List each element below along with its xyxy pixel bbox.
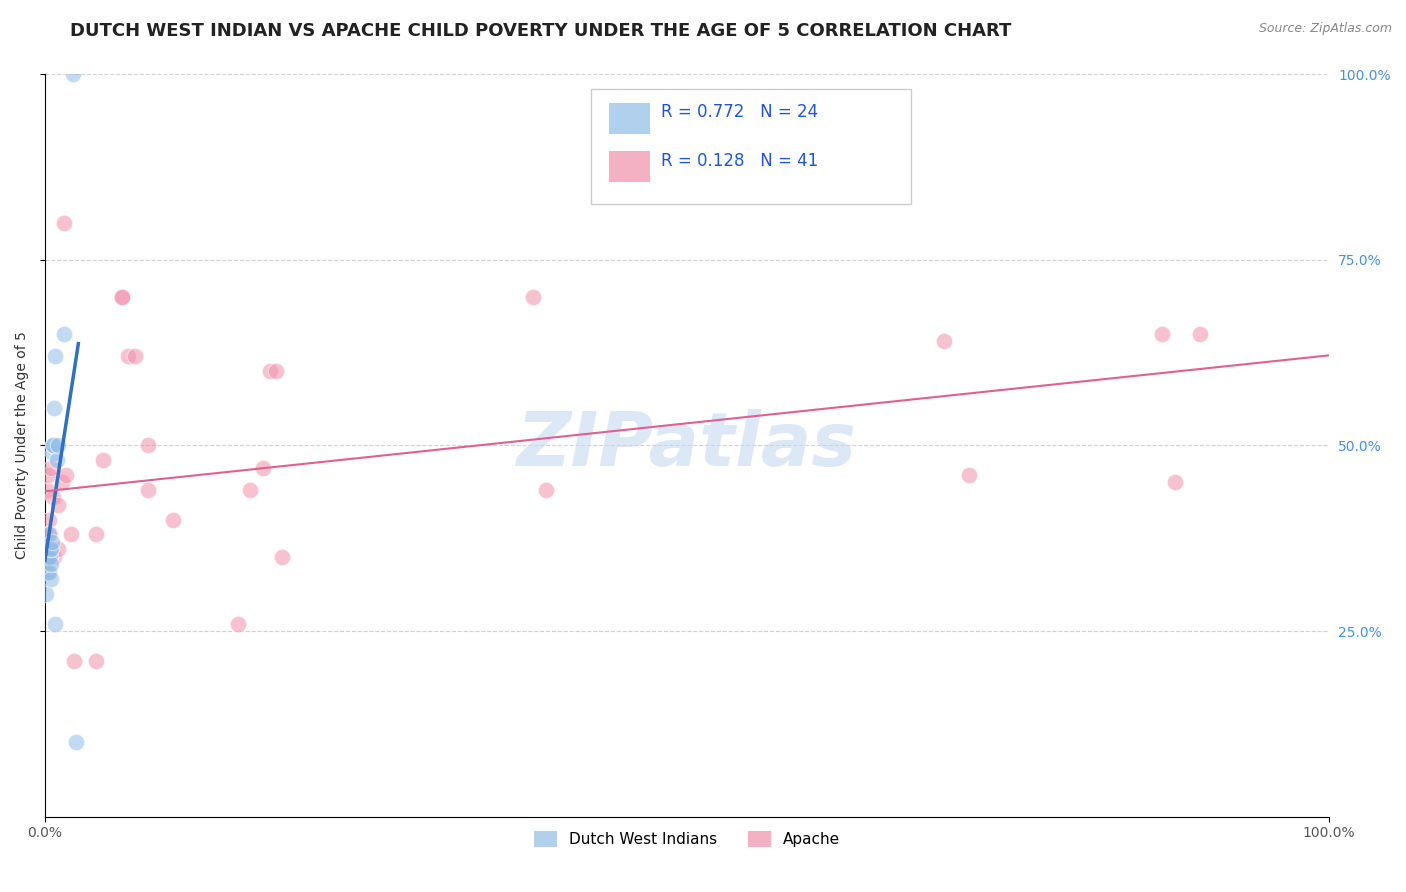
Point	[39, 542, 62, 557]
Point	[55, 468, 77, 483]
Point	[932, 334, 955, 349]
Point	[37, 468, 59, 483]
Point	[35, 527, 58, 541]
Point	[34, 565, 56, 579]
Y-axis label: Child Poverty Under the Age of 5: Child Poverty Under the Age of 5	[15, 332, 30, 559]
Point	[62, 67, 84, 81]
Point	[1189, 326, 1212, 341]
Point	[264, 364, 287, 378]
Point	[35, 483, 58, 497]
Point	[46, 498, 69, 512]
Point	[39, 549, 62, 564]
Point	[271, 549, 294, 564]
Point	[35, 587, 58, 601]
Point	[38, 565, 60, 579]
Point	[65, 735, 87, 749]
Point	[41, 534, 63, 549]
Point	[111, 290, 134, 304]
Point	[37, 542, 59, 557]
Point	[59, 527, 82, 541]
Point	[37, 565, 59, 579]
Point	[39, 527, 62, 541]
Point	[46, 438, 69, 452]
Point	[41, 542, 63, 557]
Text: Source: ZipAtlas.com: Source: ZipAtlas.com	[1258, 22, 1392, 36]
Text: ZIPatlas: ZIPatlas	[517, 409, 856, 482]
Point	[1163, 475, 1185, 490]
Point	[42, 549, 65, 564]
Point	[136, 483, 159, 497]
Point	[46, 542, 69, 557]
Point	[37, 549, 59, 564]
Point	[38, 513, 60, 527]
Point	[162, 513, 184, 527]
Point	[91, 453, 114, 467]
Point	[226, 616, 249, 631]
Point	[42, 401, 65, 416]
Point	[252, 460, 274, 475]
FancyBboxPatch shape	[609, 103, 650, 134]
Point	[117, 349, 139, 363]
Point	[53, 215, 76, 229]
FancyBboxPatch shape	[609, 152, 650, 183]
Point	[38, 549, 60, 564]
Point	[41, 446, 63, 460]
Point	[51, 475, 73, 490]
Point	[38, 549, 60, 564]
Point	[39, 572, 62, 586]
Point	[41, 438, 63, 452]
Point	[534, 483, 557, 497]
Text: R = 0.772   N = 24: R = 0.772 N = 24	[661, 103, 818, 121]
Point	[63, 654, 86, 668]
Point	[41, 557, 63, 571]
Point	[41, 460, 63, 475]
Point	[111, 290, 134, 304]
Point	[53, 326, 76, 341]
Point	[259, 364, 281, 378]
Point	[41, 491, 63, 505]
Text: R = 0.128   N = 41: R = 0.128 N = 41	[661, 152, 818, 170]
Point	[37, 549, 59, 564]
Point	[38, 527, 60, 541]
Legend: Dutch West Indians, Apache: Dutch West Indians, Apache	[527, 825, 846, 854]
Point	[86, 527, 108, 541]
Point	[44, 349, 66, 363]
Point	[42, 438, 65, 452]
Point	[136, 438, 159, 452]
Point	[957, 468, 980, 483]
Text: DUTCH WEST INDIAN VS APACHE CHILD POVERTY UNDER THE AGE OF 5 CORRELATION CHART: DUTCH WEST INDIAN VS APACHE CHILD POVERT…	[70, 22, 1012, 40]
FancyBboxPatch shape	[591, 89, 911, 204]
Point	[44, 616, 66, 631]
Point	[239, 483, 262, 497]
Point	[124, 349, 146, 363]
Point	[522, 290, 544, 304]
Point	[86, 654, 108, 668]
Point	[45, 453, 67, 467]
Point	[1150, 326, 1173, 341]
